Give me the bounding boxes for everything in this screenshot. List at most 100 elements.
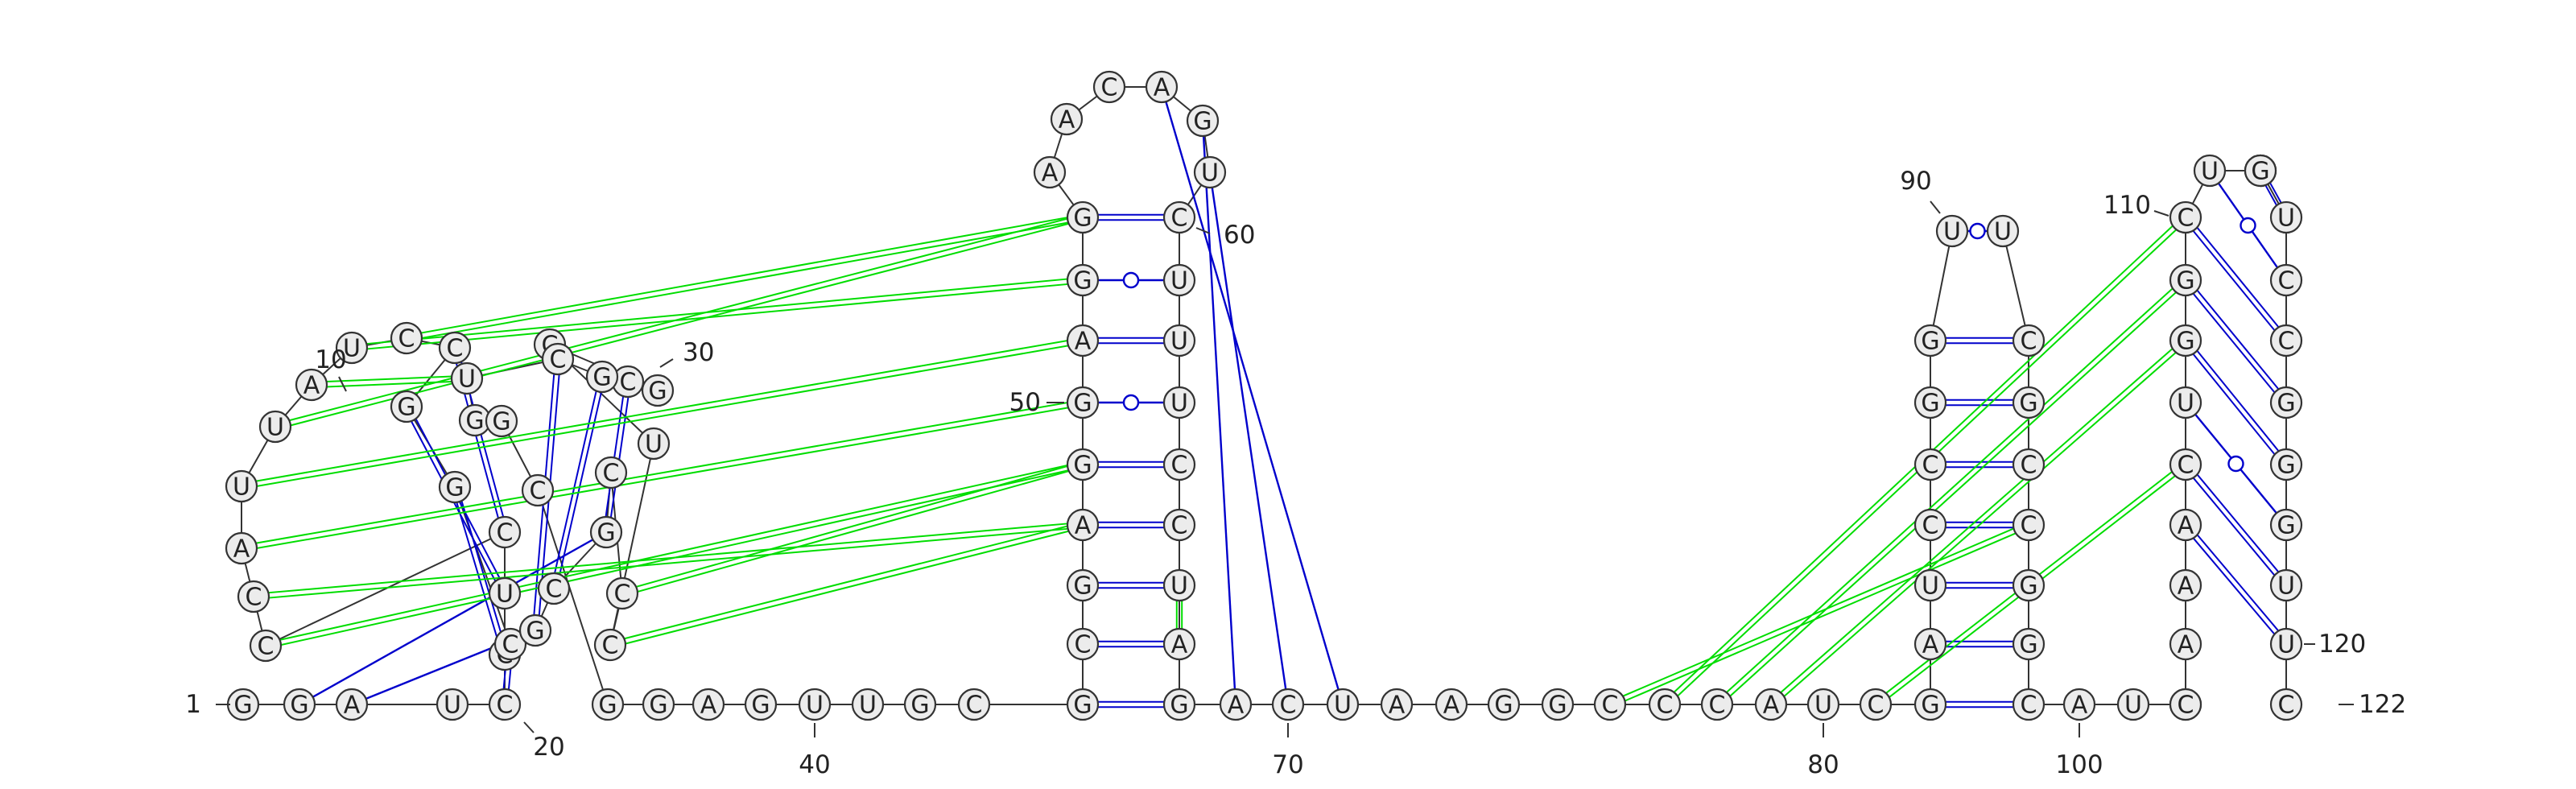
nucleotide: G: [1913, 324, 1947, 357]
nucleotide-letter: G: [1170, 692, 1188, 720]
nucleotide: C: [488, 688, 522, 721]
nucleotide-letter: C: [1709, 692, 1726, 720]
nucleotide-circle: [2269, 568, 2303, 602]
nucleotide: A: [335, 688, 369, 721]
tertiary-noncanonical-line: [1769, 337, 2185, 704]
nucleotide: C: [605, 576, 639, 610]
nucleotide-circle: [605, 576, 639, 610]
nucleotide-letter: C: [2278, 692, 2295, 720]
nucleotide: A: [2169, 508, 2202, 542]
nucleotide-letter: G: [465, 407, 484, 436]
position-tick: [2153, 210, 2169, 217]
tertiary-noncanonical-line: [621, 461, 1083, 592]
nucleotide-letter: C: [398, 325, 415, 353]
backbone-layer: [241, 86, 2287, 705]
nucleotide-circle: [521, 473, 555, 507]
wobble-pair-marker: [1122, 271, 1140, 289]
nucleotide: C: [488, 515, 522, 549]
nucleotide-circle: [541, 342, 575, 376]
nucleotide: A: [1380, 688, 1414, 721]
nucleotide: C: [1162, 508, 1196, 542]
nucleotide-circle: [1050, 102, 1084, 136]
nucleotide-letter: U: [444, 692, 461, 720]
nucleotide-circle: [594, 456, 628, 490]
canonical-pair-line: [2182, 341, 2285, 467]
tertiary-canonical-line: [1201, 120, 1237, 705]
nucleotide-circle: [591, 688, 625, 721]
nucleotide-circle: [488, 688, 522, 721]
nucleotide-circle: [1066, 508, 1100, 542]
nucleotide-circle: [1859, 688, 1893, 721]
nucleotide: G: [642, 688, 675, 721]
nucleotide-circle: [1700, 688, 1734, 721]
tertiary-noncanonical-line: [254, 527, 1084, 601]
nucleotide-circle: [593, 628, 627, 662]
nucleotide-circle: [2169, 508, 2202, 542]
nucleotide: G: [485, 404, 518, 438]
nucleotide: U: [1913, 568, 1947, 602]
nucleotide-letter: A: [1922, 631, 1939, 659]
nucleotide-circle: [1162, 448, 1196, 481]
nucleotide-letter: G: [1073, 267, 1092, 295]
nucleotide-circle: [2169, 448, 2202, 481]
nucleotide: G: [1066, 448, 1100, 481]
wobble-pair-marker: [1969, 222, 1986, 240]
canonical-pair-line: [608, 382, 632, 533]
tertiary-noncanonical-line: [241, 399, 1083, 547]
nucleotide: G: [2012, 386, 2046, 419]
nucleotide-circle: [1186, 104, 1220, 138]
nucleotide: A: [2169, 568, 2202, 602]
nucleotide-letter: C: [497, 519, 514, 547]
nucleotide-letter: C: [966, 692, 983, 720]
nucleotide-letter: G: [648, 378, 667, 406]
nucleotide-letter: C: [258, 633, 275, 661]
nucleotide-letter: U: [1170, 390, 1188, 418]
nucleotide-circle: [1066, 448, 1100, 481]
nucleotide-circle: [2269, 508, 2303, 542]
tertiary-noncanonical-line: [1718, 281, 2188, 708]
nucleotide-circle: [1986, 214, 2020, 248]
nucleotide: G: [1487, 688, 1521, 721]
nucleotide-letter: G: [1193, 108, 1212, 136]
position-label: 30: [683, 338, 714, 367]
nucleotide: C: [2169, 688, 2202, 721]
nucleotide: U: [1806, 688, 1840, 721]
nucleotide-circle: [642, 688, 675, 721]
nucleotide-layer: GGAUCCUCCCAUUAUCCGGCGCGCCCUCGCGCUGGCGGAG…: [225, 70, 2303, 721]
nucleotide-circle: [1541, 688, 1575, 721]
nucleotide: G: [589, 515, 623, 549]
nucleotide-circle: [493, 627, 527, 661]
nucleotide-letter: U: [1170, 267, 1188, 295]
nucleotide-letter: C: [614, 580, 631, 609]
nucleotide-circle: [2169, 386, 2202, 419]
nucleotide-letter: G: [2019, 631, 2037, 659]
nucleotide-circle: [585, 360, 619, 394]
nucleotide-letter: U: [1201, 159, 1219, 188]
tertiary-canonical-line: [1208, 171, 1290, 705]
nucleotide: U: [637, 427, 671, 461]
nucleotide-letter: U: [1170, 328, 1188, 356]
canonical-pair-line: [2186, 338, 2289, 464]
nucleotide: A: [1050, 102, 1084, 136]
position-tick: [1930, 200, 1941, 214]
nucleotide-circle: [488, 515, 522, 549]
nucleotide-circle: [1162, 263, 1196, 297]
nucleotide-circle: [637, 427, 671, 461]
nucleotide: U: [2269, 200, 2303, 234]
nucleotide-letter: G: [2176, 328, 2194, 356]
canonical-pair-line: [550, 376, 601, 589]
nucleotide: C: [2012, 508, 2046, 542]
nucleotide-circle: [1913, 324, 1947, 357]
nucleotide-letter: G: [1921, 390, 1939, 418]
nucleotide: G: [2244, 154, 2277, 188]
nucleotide-circle: [450, 361, 484, 395]
nucleotide-circle: [485, 404, 518, 438]
nucleotide-letter: C: [1280, 692, 1297, 720]
tertiary-noncanonical-line: [242, 342, 1084, 490]
tertiary-noncanonical-line: [609, 521, 1083, 643]
nucleotide-letter: U: [266, 414, 284, 442]
nucleotide-letter: U: [1994, 218, 2012, 246]
position-label: 110: [2103, 191, 2151, 220]
nucleotide-letter: U: [1170, 572, 1188, 601]
